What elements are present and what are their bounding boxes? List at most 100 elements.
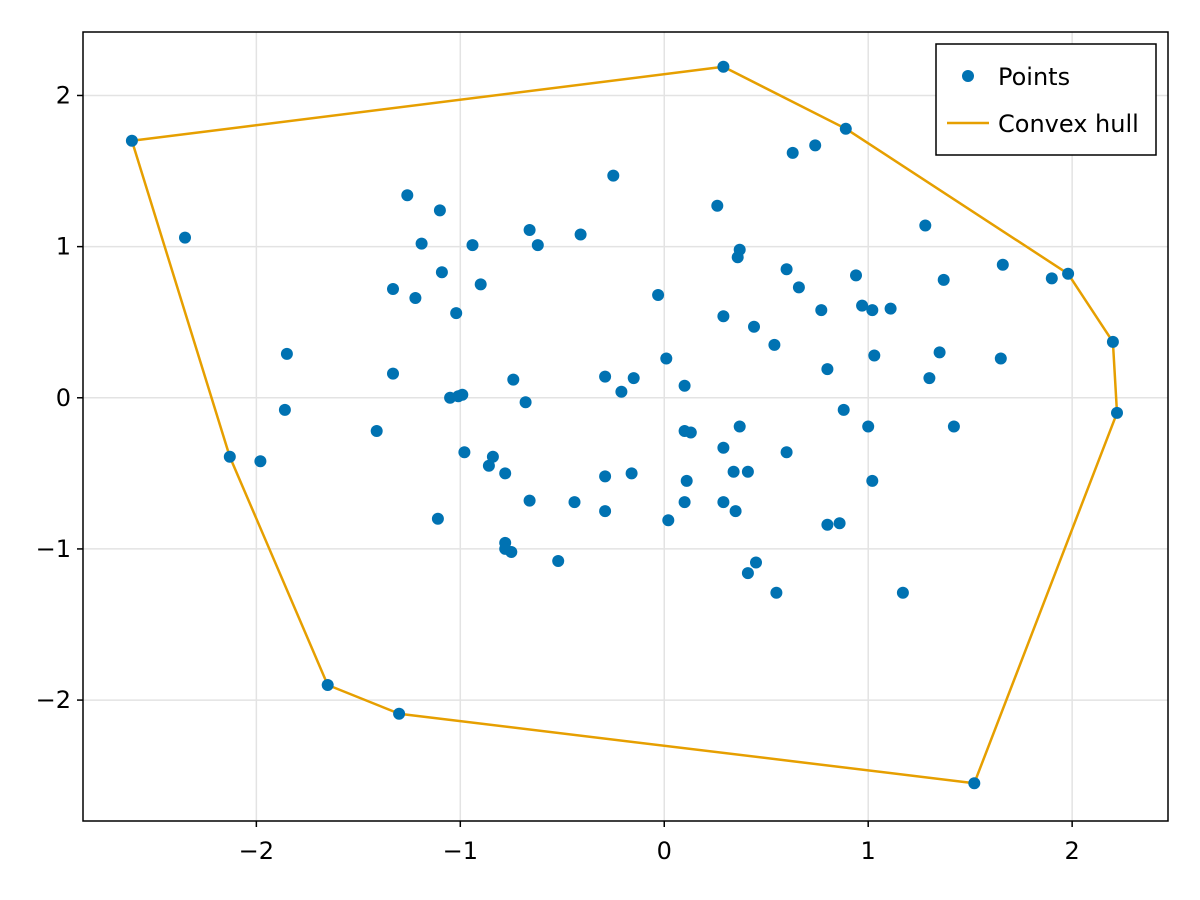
scatter-point <box>678 379 691 392</box>
scatter-point <box>280 347 293 360</box>
scatter-point <box>370 425 383 437</box>
x-axis: −2 −1 0 1 2 <box>239 821 1080 865</box>
scatter-point <box>223 450 236 463</box>
scatter-point <box>486 450 499 463</box>
legend-hull-label: Convex hull <box>998 110 1139 138</box>
scatter-point <box>727 465 740 478</box>
scatter-point <box>1045 272 1058 285</box>
scatter-point <box>523 494 536 507</box>
scatter-point <box>850 269 862 282</box>
scatter-point <box>1111 406 1123 419</box>
scatter-point <box>278 403 291 416</box>
legend-points-marker <box>962 70 974 82</box>
scatter-point <box>821 518 834 531</box>
scatter-point <box>599 505 612 518</box>
scatter-point <box>401 189 414 202</box>
scatter-point <box>770 586 783 599</box>
scatter-point <box>741 465 754 478</box>
scatter-point <box>678 496 691 509</box>
scatter-point <box>868 349 881 362</box>
scatter-point <box>431 512 444 525</box>
plot-frame <box>82 31 1169 822</box>
scatter-point <box>474 278 487 291</box>
scatter-point <box>968 777 981 790</box>
scatter-point <box>786 146 799 159</box>
scatter-point <box>507 373 520 386</box>
x-tick-label: −1 <box>443 837 478 865</box>
scatter-point <box>733 243 746 256</box>
scatter-point <box>433 204 446 217</box>
y-tick-label: 0 <box>56 384 71 412</box>
scatter-point <box>750 556 762 569</box>
scatter-point <box>933 346 946 359</box>
scatter-point <box>684 426 697 439</box>
scatter-point <box>574 228 587 241</box>
scatter-point <box>947 420 960 433</box>
scatter-point <box>607 169 620 182</box>
scatter-point <box>523 224 536 236</box>
scatter-point <box>568 496 581 509</box>
legend: Points Convex hull <box>935 43 1157 156</box>
x-tick-label: −2 <box>239 837 274 865</box>
scatter-point <box>923 372 936 385</box>
scatter-point <box>792 281 805 294</box>
scatter-point <box>125 134 138 147</box>
scatter-point <box>748 320 760 333</box>
scatter-point <box>466 239 479 252</box>
scatter-point <box>387 283 399 295</box>
scatter-point <box>815 304 828 317</box>
x-tick-label: 1 <box>861 837 876 865</box>
scatter-point <box>856 299 869 312</box>
scatter-point <box>1062 267 1075 280</box>
scatter-point <box>680 474 693 487</box>
scatter-point <box>599 470 612 483</box>
scatter-point <box>615 385 628 398</box>
scatter-point <box>837 403 850 416</box>
scatter-point <box>717 60 730 73</box>
scatter-point <box>821 363 834 376</box>
y-tick-label: 2 <box>56 81 71 109</box>
scatter-point <box>482 459 495 472</box>
scatter-point <box>937 273 950 286</box>
scatter-point <box>768 338 781 351</box>
scatter-point <box>896 586 909 599</box>
legend-points-label: Points <box>998 63 1070 91</box>
scatter-point <box>254 455 267 468</box>
scatter-point <box>660 352 673 365</box>
scatter-point <box>862 420 875 433</box>
scatter-point <box>415 237 428 250</box>
scatter-point <box>499 467 512 480</box>
scatter-point <box>387 367 399 380</box>
scatter-point <box>393 707 406 720</box>
scatter-point <box>833 517 846 530</box>
scatter-point <box>741 567 754 580</box>
scatter-point <box>780 263 793 276</box>
scatter-point <box>729 505 742 518</box>
scatter-point <box>717 441 730 454</box>
scatter-point <box>884 302 897 315</box>
scatter-point <box>450 307 463 320</box>
scatter-point <box>994 352 1007 365</box>
y-axis: −2 −1 0 1 2 <box>36 81 83 714</box>
y-tick-label: 1 <box>56 233 71 261</box>
scatter-point <box>627 372 640 385</box>
scatter-point <box>839 122 852 135</box>
y-tick-label: −1 <box>36 535 71 563</box>
scatter-point <box>179 231 191 244</box>
points-series <box>125 60 1123 790</box>
scatter-point <box>662 514 675 527</box>
scatter-point <box>458 446 471 459</box>
scatter-point <box>552 555 565 567</box>
scatter-point <box>919 219 932 232</box>
scatter-point <box>435 266 448 279</box>
x-tick-label: 2 <box>1065 837 1080 865</box>
scatter-point <box>866 474 879 487</box>
scatter-point <box>717 310 730 323</box>
scatter-point <box>711 199 724 212</box>
scatter-point <box>519 396 532 409</box>
x-tick-label: 0 <box>657 837 672 865</box>
scatter-point <box>456 388 469 401</box>
scatter-point <box>625 467 638 480</box>
scatter-point <box>996 258 1009 271</box>
